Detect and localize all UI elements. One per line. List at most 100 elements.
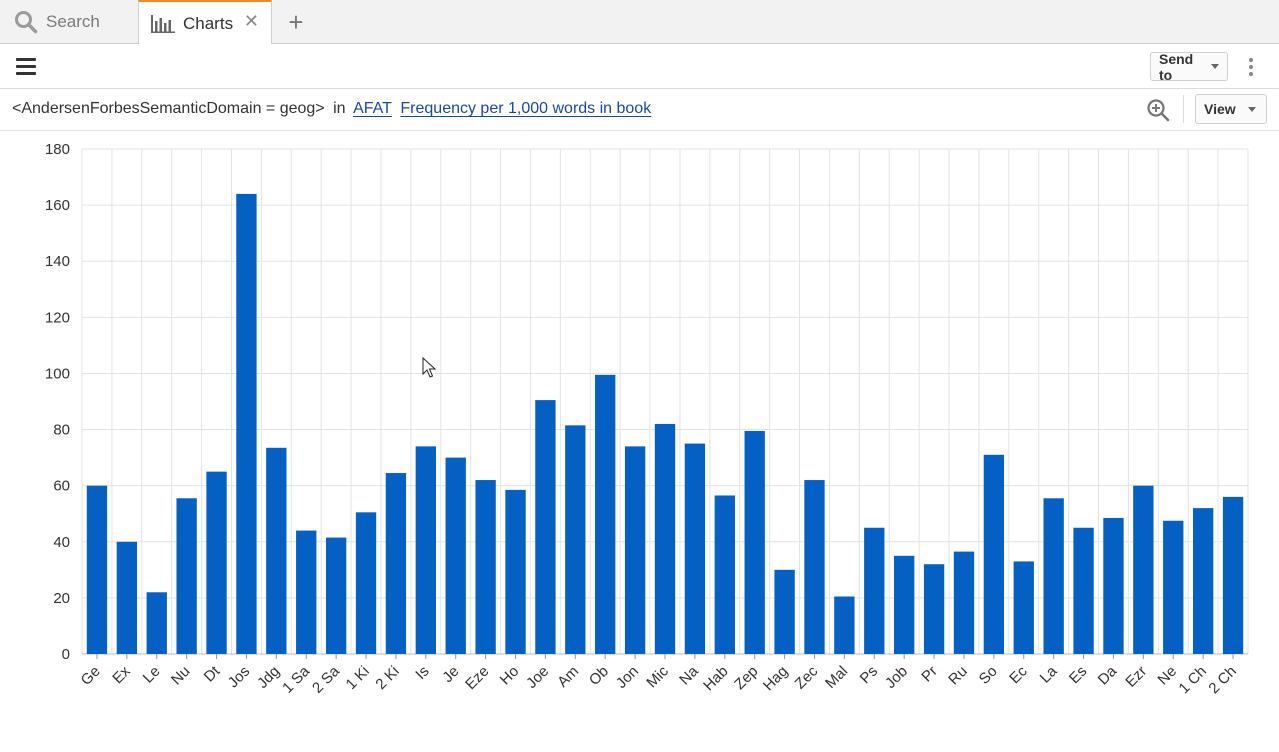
chevron-down-icon [1247,106,1256,112]
bar-hag [774,569,795,654]
x-tick-label: Na [676,662,702,688]
bar-mal [834,596,855,654]
bar-na [684,443,706,654]
x-tick-label: Job [882,663,911,692]
bar-jos [236,193,257,654]
bar-ezr [1133,485,1154,654]
x-tick-label: 2 Ch [1205,663,1239,697]
send-to-label: Send to [1159,50,1194,83]
query-expression: <AndersenForbesSemanticDomain = geog> [12,100,325,117]
x-tick-label: Ob [586,663,612,689]
x-tick-label: 2 Sa [309,662,343,696]
hamburger-menu-icon[interactable] [16,58,36,75]
y-tick-label: 60 [53,478,70,495]
bar-pr [923,564,945,654]
x-tick-label: Ho [497,663,523,689]
bar-ne [1163,520,1184,654]
bar-dt [206,471,227,654]
bar-le [146,592,167,654]
bar-la [1043,498,1064,654]
bar-1-ch [1192,508,1214,654]
bar-chart-icon [151,14,175,33]
mouse-cursor-icon [422,357,436,378]
bar-ru [953,551,975,654]
query-description: <AndersenForbesSemanticDomain = geog> in… [12,100,651,118]
x-tick-label: Ps [857,663,881,687]
x-tick-label: Ru [945,663,971,689]
bar-joe [535,400,556,654]
measure-link[interactable]: Frequency per 1,000 words in book [400,100,652,117]
tab-search-label: Search [46,12,100,31]
x-tick-label: Jdg [254,663,283,692]
close-icon[interactable]: ✕ [243,11,259,31]
x-tick-label: Hab [700,663,731,694]
bar-2-ch [1222,496,1244,654]
x-tick-label: Dt [201,662,224,685]
bar-es [1073,527,1094,654]
bar-zec [804,480,825,654]
bar-mic [654,423,676,654]
bar-hab [714,495,735,654]
bar-am [565,425,586,654]
bar-so [983,454,1005,654]
x-tick-label: Am [554,663,582,691]
x-tick-label: 2 Ki [372,663,402,693]
y-tick-label: 120 [45,309,70,326]
chart-svg: 0 20 40 60 80 100 120 140 160 180 Ge Ex Le Nu Dt Jos Jdg… [45,141,1249,697]
x-tick-label: Jos [225,663,254,692]
view-label: View [1204,101,1236,117]
x-tick-label: Da [1095,662,1121,688]
tab-charts[interactable]: Charts ✕ [138,0,272,45]
x-tick-label: Eze [462,663,492,693]
query-in: in [333,100,346,117]
y-tick-label: 0 [62,646,70,663]
add-tab-button[interactable]: + [288,6,304,37]
bar-jon [624,446,646,654]
bar-2-ki [385,473,407,654]
x-tick-label: Mal [822,663,851,692]
query-bar: <AndersenForbesSemanticDomain = geog> in… [0,89,1279,131]
bar-job [894,555,915,654]
toolbar: Send to [0,44,1279,89]
x-tick-label: Zec [792,662,822,692]
bar-1-sa [296,530,317,654]
x-tick-label: Le [140,663,164,687]
x-tick-label: 1 Ki [343,663,373,693]
x-tick-label: Zep [731,663,761,693]
tab-search[interactable]: Search [0,0,138,44]
corpus-link[interactable]: AFAT [353,100,392,117]
zoom-in-icon[interactable] [1146,98,1170,122]
bar-je [445,457,466,654]
bar-2-sa [325,537,347,654]
toolbar-divider [1183,95,1184,123]
bar-ho [505,489,526,654]
bar-da [1103,517,1124,654]
send-to-button[interactable]: Send to [1150,50,1228,83]
x-tick-label: Jon [613,663,642,692]
y-tick-label: 160 [45,197,70,214]
y-tick-label: 20 [53,590,70,607]
bar-zep [744,430,765,654]
x-tick-label: Ec [1006,662,1031,687]
more-options-icon[interactable] [1249,58,1255,78]
x-tick-label: So [976,663,1001,688]
y-tick-label: 80 [53,422,70,439]
x-tick-label: Is [412,663,432,683]
x-tick-label: Joe [523,663,552,692]
tab-charts-label: Charts [183,13,234,33]
x-tick-label: Es [1066,663,1090,687]
bar-jdg [266,447,287,654]
bar-1-ki [355,512,377,654]
view-button[interactable]: View [1195,94,1267,124]
x-tick-label: Pr [918,663,941,686]
x-tick-label: Hag [760,663,791,694]
x-tick-label: 1 Sa [279,662,313,696]
x-tick-label: Nu [168,663,194,689]
x-tick-label: Ezr [1122,663,1150,691]
tab-bar: Search Charts ✕ + [0,0,1279,45]
x-tick-label: Ge [78,663,104,689]
x-tick-label: Mic [643,662,672,691]
x-tick-label: Ex [109,662,134,687]
bar-ge [86,485,108,654]
y-tick-label: 100 [45,365,70,382]
